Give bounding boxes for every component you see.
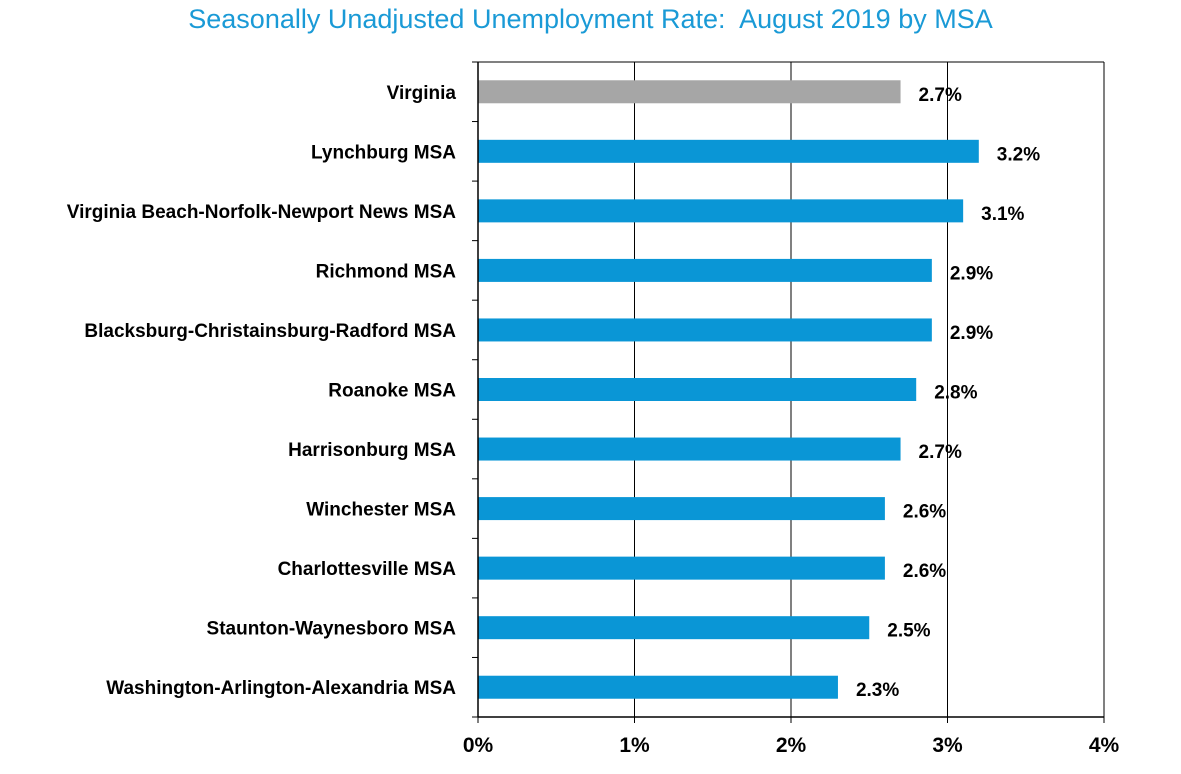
bar [478,378,917,401]
data-label: 2.3% [856,680,899,701]
category-label: Roanoke MSA [328,381,456,402]
bar [478,139,979,163]
data-label: 2.6% [903,561,946,582]
data-label: 2.9% [950,263,993,284]
bar [478,258,932,282]
bars [478,80,979,699]
category-label: Washington-Arlington-Alexandria MSA [106,678,456,699]
category-label: Harrisonburg MSA [288,440,456,461]
x-tick-label: 3% [932,734,963,757]
data-label: 2.5% [887,621,930,642]
data-label: 2.6% [903,502,946,523]
category-label: Lynchburg MSA [311,142,456,163]
category-label: Charlottesville MSA [278,559,457,580]
category-label: Virginia Beach-Norfolk-Newport News MSA [67,202,456,223]
category-labels: Virginia Lynchburg MSA Virginia Beach-Norf… [67,83,457,699]
value-labels: 2.7% 3.2% 3.1% 2.9% 2.9% 2.8% 2.7% 2.6% 2.6% 2.5%… [856,85,1040,701]
bar [478,437,901,461]
bar [478,497,885,521]
data-label: 2.7% [919,442,962,463]
category-label: Virginia [387,83,457,104]
x-tick-label: 0% [463,734,494,757]
bar [478,199,964,223]
category-label: Blacksburg-Christainsburg-Radford MSA [84,321,456,342]
bar [478,80,901,104]
axes [472,61,1105,723]
data-label: 2.7% [919,85,962,106]
bar [478,616,870,640]
x-tick-label: 2% [776,734,807,757]
bar [478,556,885,580]
data-label: 2.8% [934,383,977,404]
category-label: Winchester MSA [306,500,456,521]
x-tick-label: 4% [1089,734,1120,757]
bar [478,675,838,699]
chart-title: Seasonally Unadjusted Unemployment Rate:… [188,4,993,34]
bar [478,318,932,342]
category-label: Richmond MSA [316,261,457,282]
data-label: 2.9% [950,323,993,344]
data-label: 3.2% [997,144,1040,165]
tick-labels: 0% 1% 2% 3% 4% [463,734,1120,757]
category-label: Staunton-Waynesboro MSA [207,619,457,640]
x-tick-label: 1% [619,734,650,757]
data-label: 3.1% [981,204,1024,225]
